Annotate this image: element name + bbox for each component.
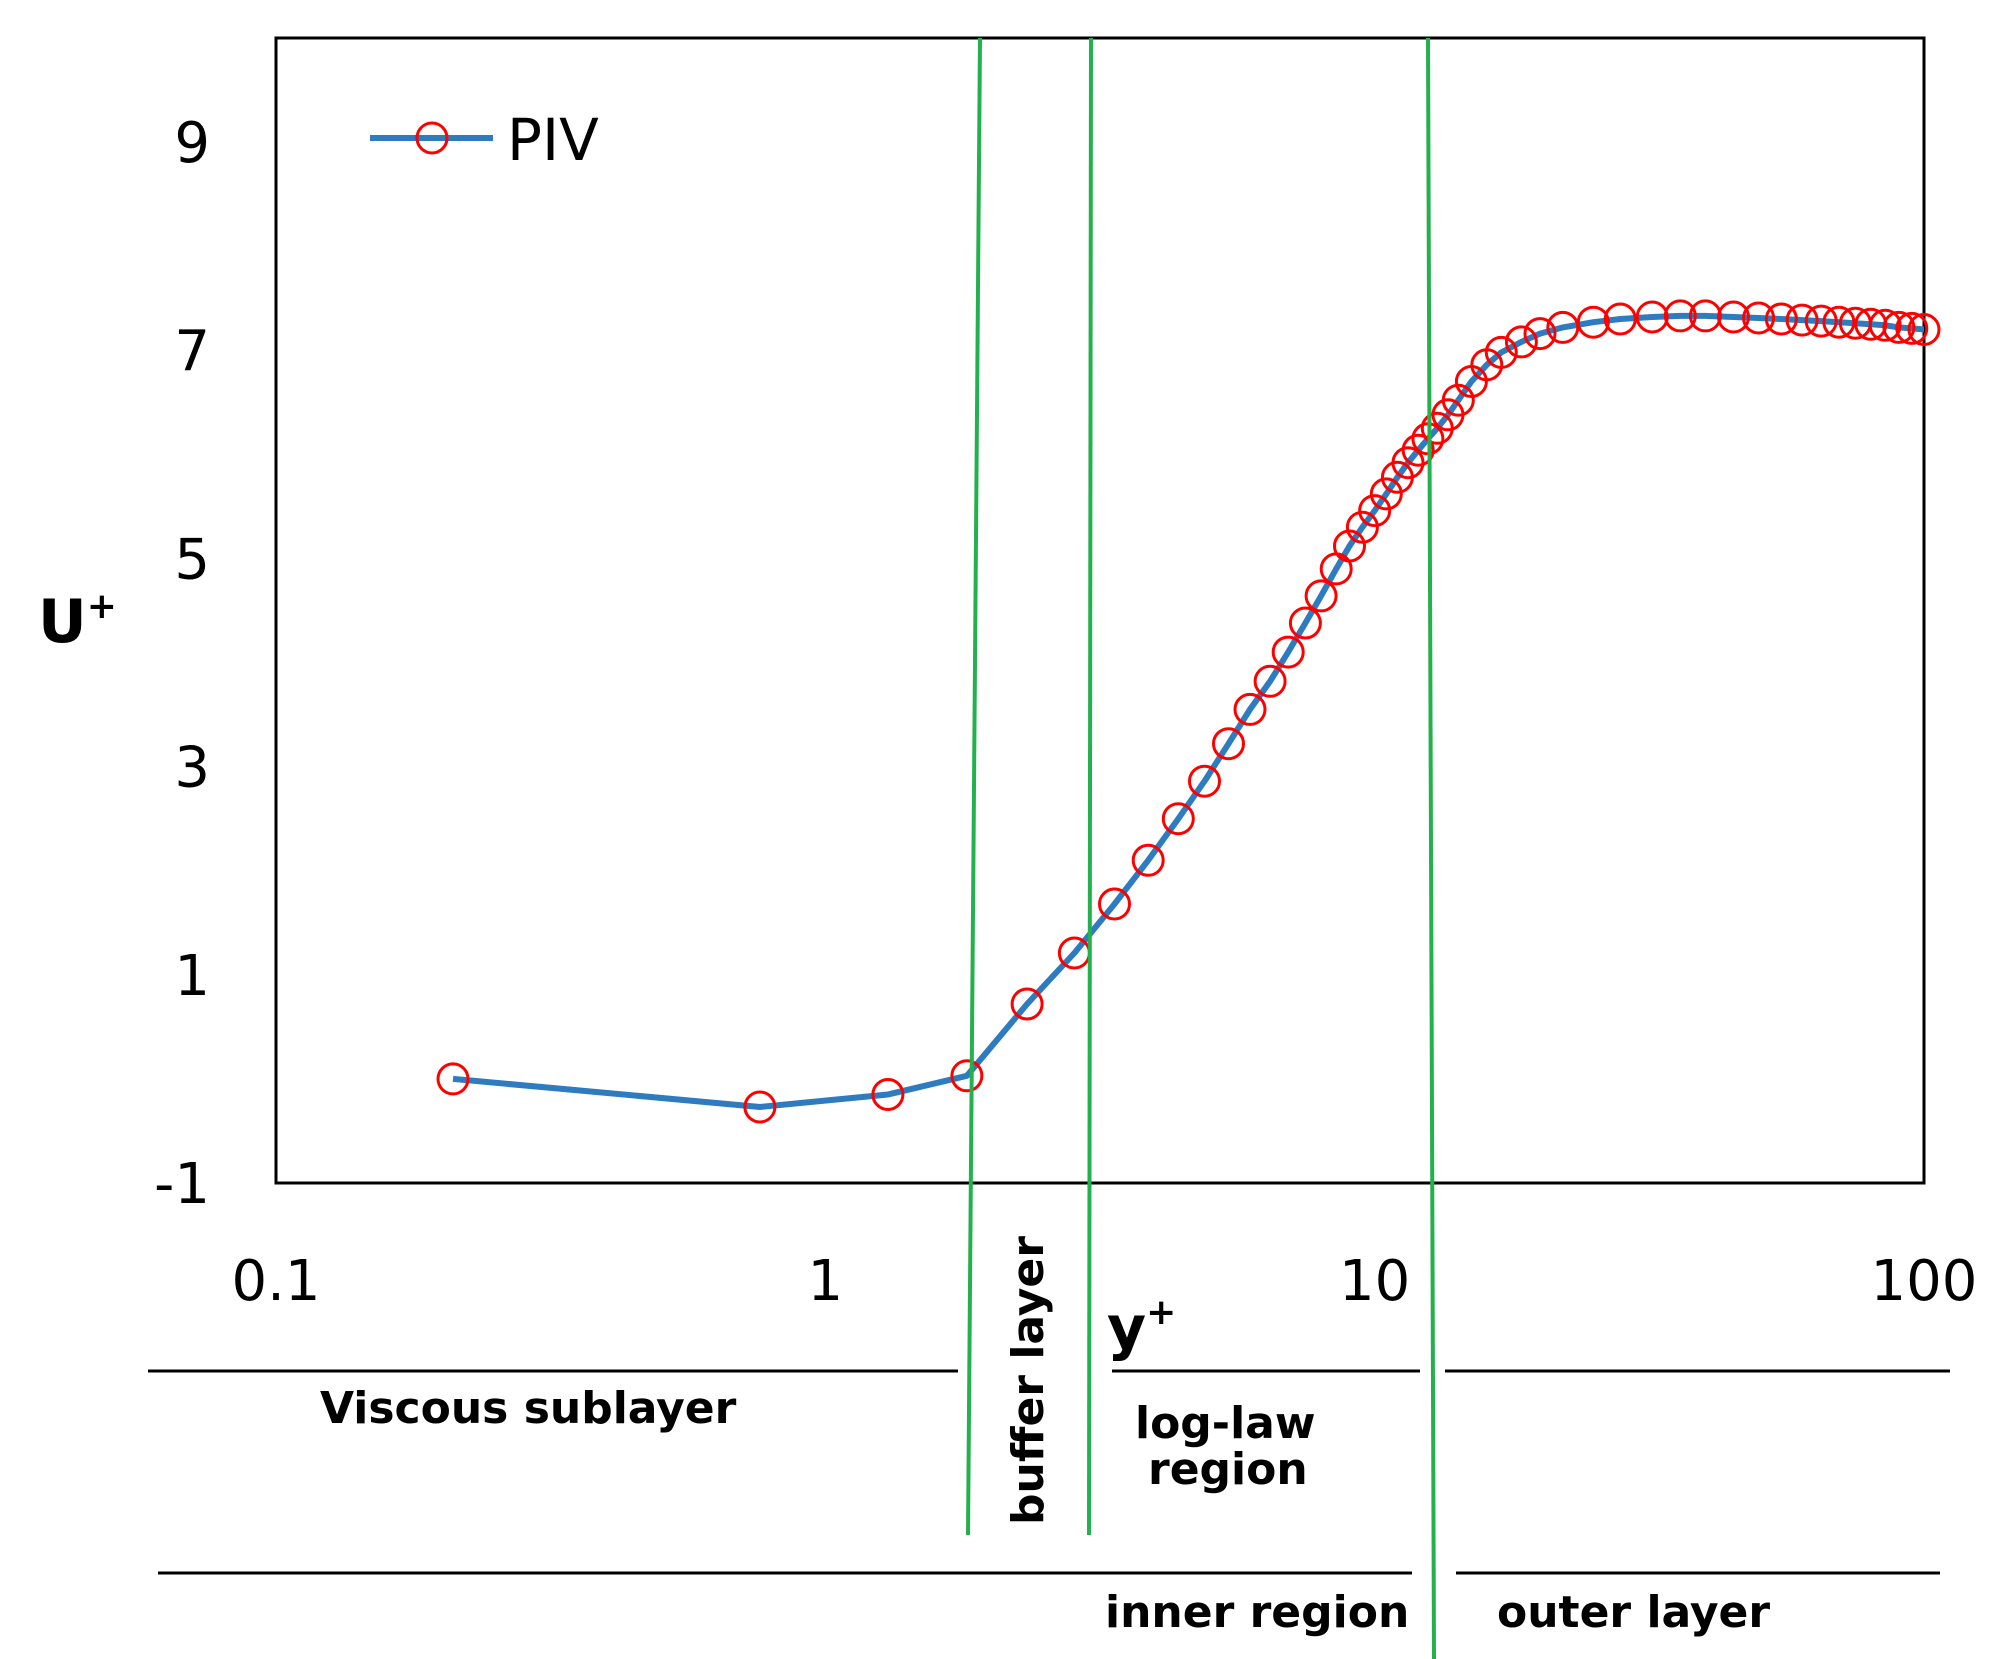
data-point-marker [1369,477,1403,511]
data-point-marker [1358,494,1392,528]
data-point-marker [1131,843,1165,877]
data-point-marker [1854,307,1888,341]
data-point-marker [1868,308,1902,342]
loglaw-label-line2: region [1148,1444,1308,1495]
x-tick-label: 10 [1339,1249,1410,1314]
data-point-marker [1576,305,1610,339]
data-point-marker [436,1062,470,1096]
data-point-marker [1484,335,1518,369]
data-point-marker [1804,304,1838,338]
data-point-marker [1663,299,1697,333]
data-point-marker [1253,664,1287,698]
piv-series-line [452,312,1925,1110]
viscous-sublayer-label: Viscous sublayer [320,1383,737,1434]
legend-label: PIV [507,106,599,174]
data-point-marker [1271,635,1305,669]
data-point-marker [1212,727,1245,761]
data-point-marker [1764,302,1798,336]
y-tick-label: 3 [174,736,210,801]
y-tick-label: 9 [174,111,210,176]
divider-buffer-loglaw [1087,37,1093,1536]
divider-inner-outer [1426,37,1436,1659]
buffer-layer-label: buffer layer [1003,1236,1054,1525]
data-point-marker [1010,987,1044,1021]
x-axis-label: y+ [1107,1292,1176,1363]
data-point-marker [1688,299,1722,333]
x-tick-label: 100 [1871,1249,1978,1314]
legend-marker-swatch [415,121,449,155]
x-tick-labels: 0.1 1 10 100 [231,1249,1977,1314]
data-point-marker [1635,300,1669,334]
y-tick-label: 5 [174,527,210,592]
y-tick-label: -1 [154,1152,210,1217]
data-point-marker [1742,301,1776,335]
y-tick-labels: -1 1 3 5 7 9 [154,111,210,1217]
data-point-marker [1523,317,1557,351]
data-point-marker [1098,887,1131,921]
data-point-marker [1822,305,1856,339]
data-point-marker [1233,692,1267,726]
plot-area-frame [274,36,1926,1185]
y-tick-label: 1 [174,944,210,1009]
data-point-marker [1895,311,1929,345]
data-point-marker [1785,303,1819,337]
outer-layer-label: outer layer [1497,1587,1770,1638]
y-axis-label: U+ [38,586,117,657]
data-point-marker [1345,510,1379,544]
data-point-marker [1401,433,1435,467]
data-point-marker [1188,764,1221,798]
loglaw-label-line1: log-law [1135,1398,1316,1449]
data-point-marker [743,1090,777,1124]
data-point-marker [1882,310,1916,344]
data-point-marker [1603,302,1637,336]
data-point-marker [1504,325,1538,359]
inner-region-label: inner region [1105,1587,1409,1638]
data-point-marker [1304,579,1338,613]
data-point-marker [1161,802,1195,836]
legend: PIV [370,106,599,174]
data-point-marker [1288,606,1322,640]
x-tick-label: 0.1 [231,1249,320,1314]
divider-viscous-buffer [966,37,982,1536]
data-point-marker [1391,446,1425,480]
data-point-marker [871,1078,905,1111]
x-tick-label: 1 [808,1249,844,1314]
data-point-marker [1907,313,1941,346]
y-tick-label: 7 [174,319,210,384]
piv-markers [436,299,1941,1124]
data-point-marker [950,1059,984,1093]
data-point-marker [1333,529,1366,563]
data-point-marker [1717,300,1750,334]
